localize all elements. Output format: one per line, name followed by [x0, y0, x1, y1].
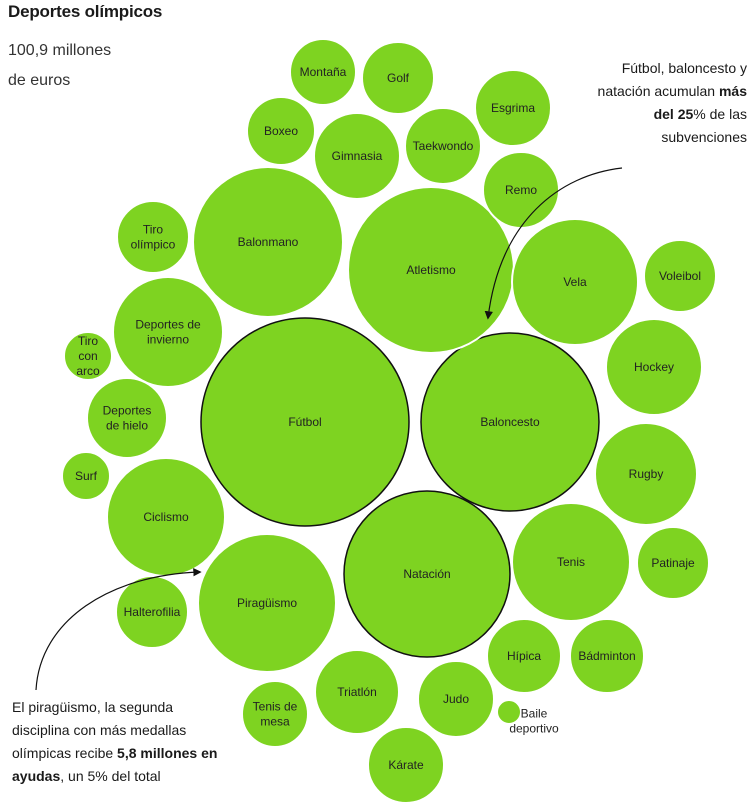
bubble-golf: [361, 41, 435, 115]
bubble-label-deportes-de-invierno: Deportes de invierno: [135, 318, 201, 347]
bubble-label-boxeo: Boxeo: [264, 124, 298, 138]
bubble-label-tiro-con-arco: Tiro con arco: [76, 334, 100, 378]
bubble-natacion: [343, 490, 511, 658]
bubble-taekwondo: [404, 107, 482, 185]
bubble-label-hipica: Hípica: [507, 649, 541, 663]
note-right-bold: más del 25: [653, 83, 747, 122]
bubble-triatlon: [314, 649, 400, 735]
bubble-deportes-de-hielo: [86, 377, 168, 459]
bubble-label-hockey: Hockey: [634, 360, 674, 374]
chart-title: Deportes olímpicos: [8, 2, 163, 21]
bubble-label-patinaje: Patinaje: [651, 556, 695, 570]
bubble-label-natacion: Natación: [403, 567, 450, 581]
note-right-text: Fútbol, baloncesto y natación acumulan: [597, 60, 747, 99]
bubble-judo: [417, 660, 495, 738]
bubble-tenis: [511, 502, 631, 622]
bubble-label-badminton: Bádminton: [578, 649, 635, 663]
bubble-label-piraguismo: Piragüismo: [237, 596, 297, 610]
note-left-text: El piragüismo, la segunda disciplina con…: [12, 699, 187, 761]
bubble-label-esgrima: Esgrima: [491, 101, 535, 115]
bubble-label-judo: Judo: [443, 692, 469, 706]
bubble-rugby: [594, 422, 698, 526]
bubble-label-golf: Golf: [387, 71, 410, 85]
bubble-gimnasia: [313, 112, 401, 200]
chart-subtitle: 100,9 millones de euros: [8, 36, 158, 96]
bubbles-group: Fútbol Baloncesto Natación Atletismo Balonma…: [61, 38, 717, 804]
bubble-label-tenis: Tenis: [557, 555, 585, 569]
bubble-label-remo: Remo: [505, 183, 537, 197]
bubble-boxeo: [246, 96, 316, 166]
bubble-badminton: [569, 618, 645, 694]
bubble-label-voleibol: Voleibol: [659, 269, 701, 283]
note-left-bold: 5,8 millones en ayudas: [12, 745, 218, 784]
bubble-balonmano: [192, 166, 344, 318]
bubble-label-tiro-olimpico: Tiro olímpico: [131, 223, 176, 252]
bubble-voleibol: [643, 239, 717, 313]
bubble-baile-deportivo: [496, 699, 522, 725]
bubble-label-triatlon: Triatlón: [337, 685, 377, 699]
bubble-label-futbol: Fútbol: [288, 415, 321, 429]
bubble-label-atletismo: Atletismo: [406, 263, 456, 277]
annotation-note-left: El piragüismo, la segunda disciplina con…: [12, 696, 222, 788]
note-left-tail: , un 5% del total: [60, 768, 161, 784]
bubble-label-vela: Vela: [563, 275, 587, 289]
bubble-tenis-de-mesa: [241, 680, 309, 748]
bubble-hipica: [486, 618, 562, 694]
bubble-tiro-con-arco: [63, 331, 113, 381]
bubble-label-rugby: Rugby: [629, 467, 664, 481]
note-right-tail: % de las subvenciones: [661, 106, 747, 145]
bubble-label-deportes-de-hielo: Deportes de hielo: [103, 404, 152, 433]
bubble-futbol: [200, 317, 410, 527]
bubble-baloncesto: [420, 332, 600, 512]
bubble-label-halterofilia: Halterofilia: [124, 605, 181, 619]
bubble-patinaje: [636, 526, 710, 600]
bubble-piraguismo: [197, 533, 337, 673]
bubble-vela: [511, 218, 639, 346]
bubble-label-surf: Surf: [75, 469, 98, 483]
bubble-karate: [367, 726, 445, 804]
bubble-label-montana: Montaña: [300, 65, 347, 79]
bubble-label-ciclismo: Ciclismo: [143, 510, 189, 524]
bubble-halterofilia: [115, 575, 189, 649]
bubble-label-gimnasia: Gimnasia: [332, 149, 383, 163]
bubble-label-taekwondo: Taekwondo: [413, 139, 474, 153]
subtitle-line-1: 100,9 millones: [8, 42, 112, 59]
annotation-arrow-left: [35, 568, 202, 691]
bubble-esgrima: [474, 69, 552, 147]
bubble-deportes-de-invierno: [112, 276, 224, 388]
annotation-note-right: Fútbol, baloncesto y natación acumulan m…: [587, 57, 747, 149]
bubble-label-tenis-de-mesa: Tenis de mesa: [253, 700, 298, 729]
subtitle-line-2: de euros: [8, 72, 71, 89]
bubble-hockey: [605, 318, 703, 416]
bubble-tiro-olimpico: [116, 200, 190, 274]
bubble-label-baloncesto: Baloncesto: [480, 415, 540, 429]
bubble-ciclismo: [106, 457, 226, 577]
bubble-surf: [61, 451, 111, 501]
bubble-label-karate: Kárate: [388, 758, 424, 772]
bubble-label-balonmano: Balonmano: [238, 235, 299, 249]
annotation-arrow-right: [484, 167, 623, 320]
bubble-label-baile-deportivo: Baile deportivo: [509, 707, 559, 736]
bubble-montana: [289, 38, 357, 106]
